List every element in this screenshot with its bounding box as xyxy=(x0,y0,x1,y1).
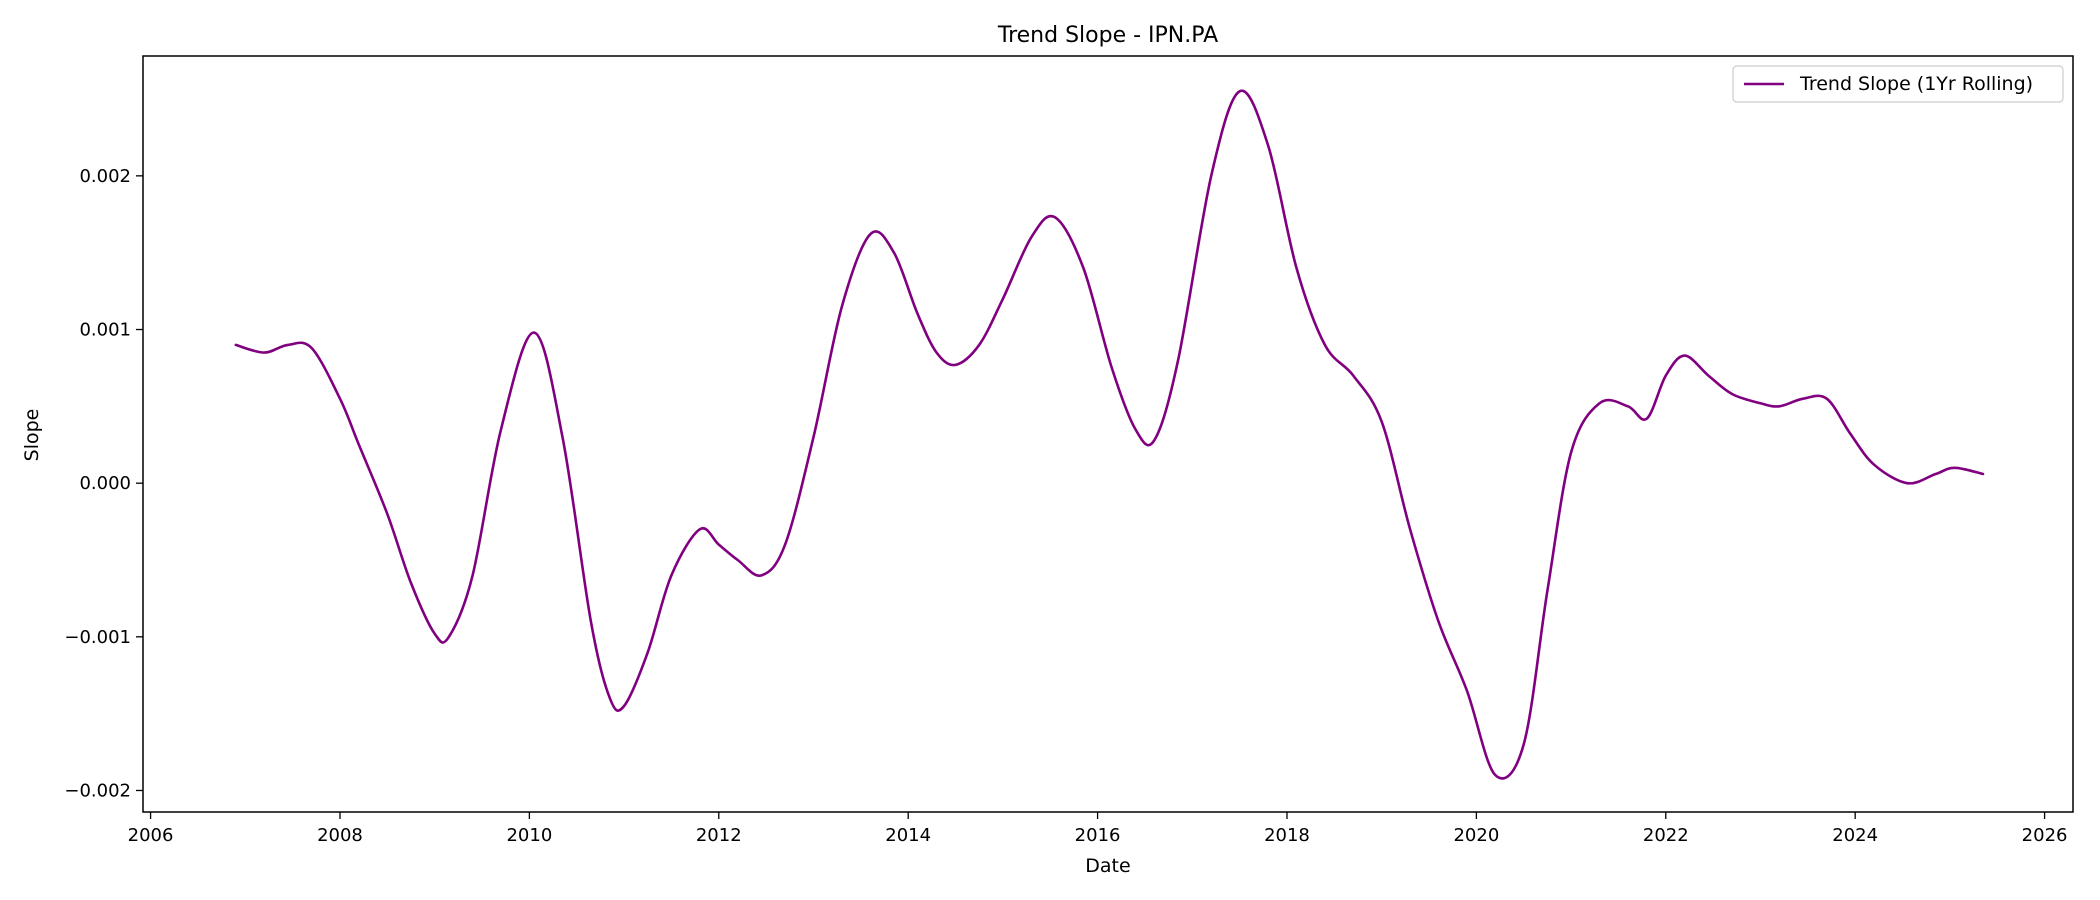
x-tick-label: 2014 xyxy=(885,825,931,846)
x-tick-label: 2020 xyxy=(1453,825,1499,846)
series-line xyxy=(234,89,1985,780)
x-tick-label: 2024 xyxy=(1832,825,1878,846)
plot-area xyxy=(142,55,2074,813)
x-tick-label: 2018 xyxy=(1264,825,1310,846)
x-tick-label: 2012 xyxy=(696,825,742,846)
y-tick-label: 0.000 xyxy=(79,473,131,494)
x-tick-label: 2008 xyxy=(317,825,363,846)
x-tick-label: 2026 xyxy=(2022,825,2068,846)
y-tick-label: −0.001 xyxy=(64,627,131,648)
y-axis: −0.002 −0.001 0.000 0.001 0.002 xyxy=(64,166,143,801)
legend-label: Trend Slope (1Yr Rolling) xyxy=(1799,73,2033,95)
x-tick-label: 2006 xyxy=(128,825,174,846)
chart-title: Trend Slope - IPN.PA xyxy=(997,23,1218,48)
series-layer xyxy=(234,89,1985,780)
x-axis: 2006 2008 2010 2012 2014 2016 2018 2020 2022 2024… xyxy=(128,812,2068,846)
legend: Trend Slope (1Yr Rolling) xyxy=(1732,65,2064,103)
y-tick-label: 0.001 xyxy=(79,320,131,341)
legend-box xyxy=(1732,65,2064,103)
y-axis-label: Slope xyxy=(21,409,43,462)
x-tick-label: 2022 xyxy=(1643,825,1689,846)
x-axis-label: Date xyxy=(1085,855,1130,877)
x-tick-label: 2016 xyxy=(1075,825,1121,846)
x-tick-label: 2010 xyxy=(506,825,552,846)
y-tick-label: −0.002 xyxy=(64,780,131,801)
y-tick-label: 0.002 xyxy=(79,166,131,187)
